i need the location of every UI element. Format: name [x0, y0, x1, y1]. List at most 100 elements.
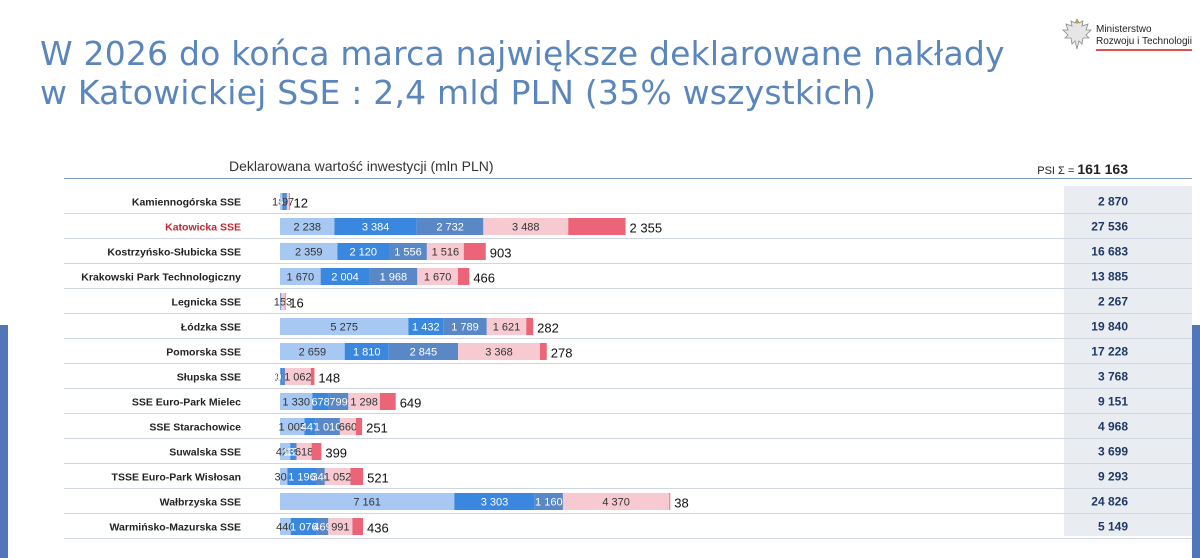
bar-segment	[284, 368, 311, 385]
bar-segment	[417, 268, 458, 285]
row-total: 13 885	[1091, 270, 1128, 284]
row-total: 24 826	[1091, 495, 1128, 509]
row-total: 2 267	[1098, 295, 1128, 309]
bar-segment	[389, 243, 427, 260]
data-label: 4 370	[602, 497, 630, 509]
data-label: 2 120	[349, 247, 377, 259]
data-label: 97	[282, 197, 294, 209]
row-total: 16 683	[1091, 245, 1128, 259]
data-label: 1 432	[412, 322, 440, 334]
bar-segment	[388, 343, 459, 360]
bar-segment	[280, 418, 305, 435]
data-label: 436	[367, 521, 389, 536]
row-total: 5 149	[1098, 520, 1128, 534]
row-total: 3 699	[1098, 445, 1128, 459]
logo-text-line1: Ministerstwo	[1096, 24, 1152, 35]
row-total: 19 840	[1091, 320, 1128, 334]
data-label: 153	[274, 297, 292, 309]
data-label: 12	[294, 196, 308, 211]
data-label: 282	[537, 321, 559, 336]
row-total: 2 870	[1098, 195, 1128, 209]
category-label: Kostrzyńsko-Słubicka SSE	[107, 247, 241, 259]
bar-segment	[379, 393, 396, 410]
bar-segment	[280, 493, 455, 510]
data-label: 1 062	[284, 372, 312, 384]
bar-segment	[458, 343, 540, 360]
bar-segment	[293, 443, 297, 460]
slide-title-line2: w Katowickiej SSE : 2,4 mld PLN (35% wsz…	[40, 73, 877, 112]
data-label: 38	[674, 496, 688, 511]
totals-column-background	[1064, 186, 1192, 536]
row-total: 17 228	[1091, 345, 1128, 359]
bar-segment	[290, 518, 317, 535]
bar-segment	[280, 268, 321, 285]
data-label: 1 670	[424, 272, 452, 284]
bar-segment	[290, 443, 294, 460]
psi-total: PSI Σ = 161 163	[1037, 161, 1128, 177]
bar-segment	[324, 468, 351, 485]
row-total: 4 968	[1098, 420, 1128, 434]
row-total: 27 536	[1091, 220, 1128, 234]
bar-segment	[526, 318, 534, 335]
bar-segment	[284, 293, 286, 310]
bar-segment	[350, 468, 364, 485]
category-label: Legnicka SSE	[172, 297, 241, 309]
data-label: 1 196	[288, 472, 316, 484]
bar-segment	[282, 368, 285, 385]
bar-segment	[443, 318, 487, 335]
category-label: SSE Starachowice	[149, 422, 241, 434]
category-label: Krakowski Park Technologiczny	[81, 272, 241, 284]
ministry-logo: Ministerstwo Rozwoju i Technologii	[1060, 16, 1192, 56]
data-label: 2 238	[293, 222, 321, 234]
data-label: 469	[313, 522, 331, 534]
bar-segment	[328, 393, 349, 410]
data-label: 1 010	[314, 422, 342, 434]
data-label: 678	[311, 397, 329, 409]
chart-header-rule	[64, 178, 1192, 179]
category-label: Kamiennogórska SSE	[132, 197, 241, 209]
category-label: Suwalska SSE	[169, 447, 241, 459]
bar-segment	[280, 468, 288, 485]
bar-segment	[328, 518, 353, 535]
bar-segment	[316, 468, 325, 485]
bar-segment	[284, 193, 287, 210]
bar-segment	[280, 193, 283, 210]
bar-segment	[562, 493, 670, 510]
data-label: 1 516	[432, 247, 460, 259]
row-total: 9 293	[1098, 470, 1128, 484]
bar-segment	[280, 368, 281, 385]
data-label: 1 810	[353, 347, 381, 359]
bar-segment	[289, 193, 291, 210]
bar-segment	[568, 218, 626, 235]
bar-segment	[304, 418, 316, 435]
data-label: 3 368	[485, 347, 513, 359]
data-label: 2 355	[630, 221, 663, 236]
data-label: 466	[473, 271, 495, 286]
data-label: 5 275	[330, 322, 358, 334]
bar-segment	[280, 518, 291, 535]
data-label: 1 789	[451, 322, 479, 334]
bar-segment	[334, 218, 417, 235]
category-label: TSSE Euro-Park Wisłosan	[112, 472, 241, 484]
data-label: 2 845	[410, 347, 438, 359]
bar-segment	[369, 268, 418, 285]
bar-segment	[669, 493, 671, 510]
bar-segment	[344, 343, 389, 360]
slide-title: W 2026 do końca marca największe deklaro…	[40, 34, 1005, 112]
data-label: 148	[318, 371, 340, 386]
bar-segment	[348, 393, 380, 410]
slide-panel	[8, 0, 1192, 558]
bar-segment	[315, 418, 340, 435]
category-label: SSE Euro-Park Mielec	[132, 397, 241, 409]
bar-segment	[486, 318, 527, 335]
data-label: 521	[367, 471, 389, 486]
data-label: 799	[329, 397, 347, 409]
data-label: 1 160	[535, 497, 563, 509]
data-label: 2 732	[436, 222, 464, 234]
bar-segment	[280, 343, 345, 360]
data-label: 440	[276, 522, 294, 534]
bar-segment	[311, 443, 322, 460]
bar-segment	[310, 368, 315, 385]
bar-segment	[280, 393, 313, 410]
